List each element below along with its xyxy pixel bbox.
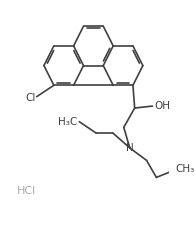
Text: CH₃: CH₃ (175, 164, 194, 174)
Text: OH: OH (154, 101, 170, 111)
Text: Cl: Cl (26, 93, 36, 103)
Text: HCl: HCl (17, 186, 36, 196)
Text: H₃C: H₃C (58, 117, 78, 127)
Text: N: N (126, 143, 134, 153)
